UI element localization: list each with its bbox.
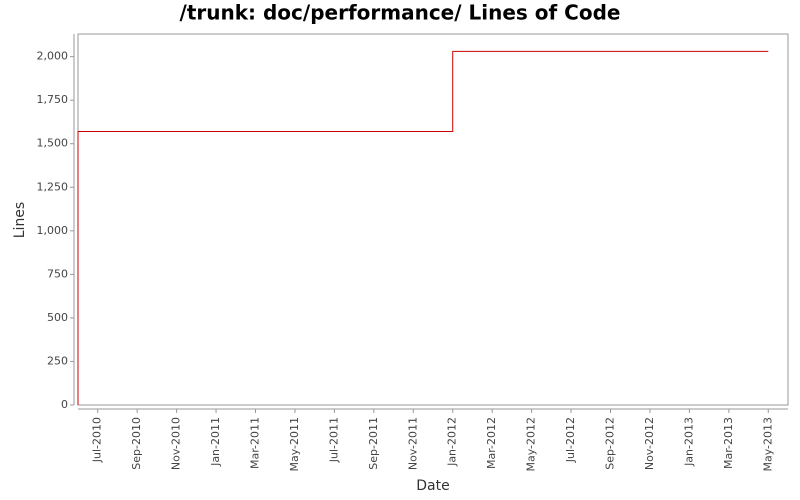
y-axis-label: Lines bbox=[12, 202, 28, 238]
x-tick-label: May-2013 bbox=[761, 417, 774, 472]
x-tick-label: Jul-2010 bbox=[91, 417, 104, 463]
x-tick-label: Mar-2013 bbox=[722, 417, 735, 469]
x-tick-label: Mar-2012 bbox=[485, 417, 498, 469]
x-tick-label: Mar-2011 bbox=[249, 417, 262, 469]
y-tick-label: 1,750 bbox=[37, 93, 69, 106]
chart-title: /trunk: doc/performance/ Lines of Code bbox=[180, 1, 621, 25]
x-tick-label: Nov-2010 bbox=[170, 417, 183, 470]
y-tick-label: 1,500 bbox=[37, 137, 69, 150]
y-tick-label: 1,250 bbox=[37, 180, 69, 193]
x-tick-label: Jan-2011 bbox=[209, 417, 222, 467]
y-tick-label: 500 bbox=[47, 311, 68, 324]
x-tick-label: May-2012 bbox=[525, 417, 538, 472]
x-axis-label: Date bbox=[416, 478, 449, 494]
x-tick-label: Sep-2012 bbox=[604, 417, 617, 470]
x-tick-label: Jul-2012 bbox=[564, 417, 577, 463]
x-tick-label: Jan-2013 bbox=[682, 417, 695, 467]
x-tick-label: Nov-2012 bbox=[643, 417, 656, 470]
x-tick-label: May-2011 bbox=[288, 417, 301, 472]
step-line bbox=[77, 50, 769, 405]
x-tick-label: Jul-2011 bbox=[327, 417, 340, 463]
x-tick-label: Sep-2010 bbox=[130, 417, 143, 470]
x-tick-label: Sep-2011 bbox=[367, 417, 380, 470]
y-tick-label: 750 bbox=[47, 267, 68, 280]
y-tick-label: 1,000 bbox=[37, 224, 69, 237]
y-tick-label: 0 bbox=[61, 398, 68, 411]
y-tick-label: 250 bbox=[47, 354, 68, 367]
x-tick-label: Nov-2011 bbox=[406, 417, 419, 470]
x-tick-label: Jan-2012 bbox=[446, 417, 459, 467]
plot-area bbox=[77, 33, 789, 406]
y-tick-label: 2,000 bbox=[37, 50, 69, 63]
